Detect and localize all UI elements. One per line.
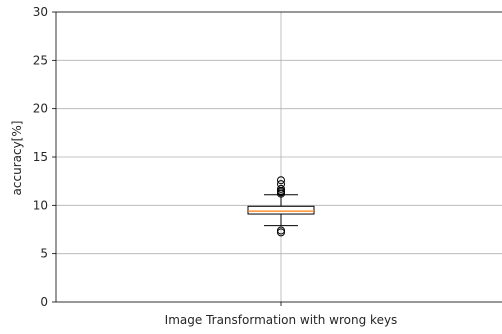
axis-layer: 0 5 10 15 20 25 30 Image Transformation with wr…	[33, 5, 502, 327]
y-tick-label: 5	[40, 247, 48, 261]
x-tick-label: Image Transformation with wrong keys	[165, 313, 398, 327]
outlier-point	[277, 184, 285, 193]
y-tick-label: 25	[33, 53, 48, 67]
iqr-box	[247, 205, 315, 215]
outlier-point	[277, 176, 285, 185]
y-tick-label: 15	[33, 150, 48, 164]
box-layer	[247, 176, 315, 237]
grid-layer	[56, 11, 502, 303]
outlier-point	[277, 226, 285, 235]
y-tick-label: 20	[33, 102, 48, 116]
y-axis-label: accuracy[%]	[10, 121, 24, 196]
y-tick-label: 30	[33, 5, 48, 19]
outlier-point	[277, 180, 285, 189]
y-tick-label: 10	[33, 198, 48, 212]
y-tick-label: 0	[40, 295, 48, 309]
